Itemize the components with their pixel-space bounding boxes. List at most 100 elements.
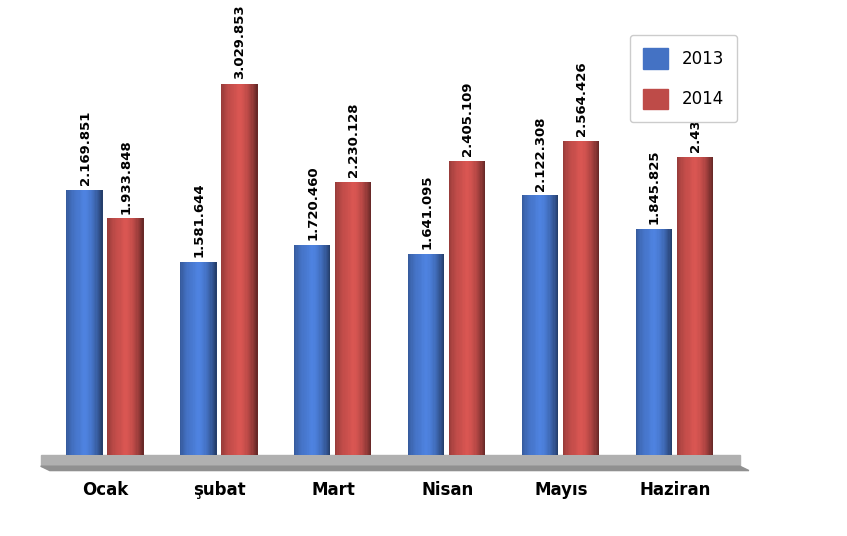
Bar: [252, 84, 254, 455]
Bar: [434, 254, 435, 455]
Bar: [483, 161, 484, 455]
Bar: [593, 142, 595, 455]
Bar: [646, 229, 648, 455]
Bar: [682, 157, 683, 455]
Bar: [120, 219, 122, 455]
Bar: [368, 182, 369, 455]
Bar: [435, 254, 437, 455]
Bar: [244, 84, 246, 455]
Bar: [450, 161, 451, 455]
Bar: [354, 182, 356, 455]
Bar: [671, 229, 672, 455]
Bar: [318, 244, 319, 455]
Bar: [129, 219, 130, 455]
Bar: [230, 84, 232, 455]
Bar: [570, 142, 571, 455]
Bar: [547, 196, 549, 455]
Text: 2.169.851: 2.169.851: [79, 110, 91, 185]
Bar: [350, 182, 351, 455]
Bar: [710, 157, 711, 455]
Bar: [248, 84, 249, 455]
Bar: [196, 262, 197, 455]
Bar: [233, 84, 235, 455]
Bar: [546, 196, 547, 455]
Bar: [415, 254, 417, 455]
Bar: [663, 229, 665, 455]
Bar: [181, 262, 182, 455]
Bar: [523, 196, 524, 455]
Bar: [652, 229, 654, 455]
Bar: [214, 262, 215, 455]
Bar: [190, 262, 191, 455]
Bar: [369, 182, 370, 455]
Bar: [79, 190, 80, 455]
Bar: [457, 161, 458, 455]
Bar: [689, 157, 690, 455]
Bar: [255, 84, 257, 455]
Bar: [432, 254, 434, 455]
Bar: [246, 84, 248, 455]
Bar: [116, 219, 117, 455]
Bar: [134, 219, 136, 455]
Bar: [421, 254, 423, 455]
Bar: [254, 84, 255, 455]
Bar: [77, 190, 79, 455]
Bar: [186, 262, 187, 455]
Bar: [109, 219, 111, 455]
Bar: [702, 157, 703, 455]
Bar: [336, 182, 337, 455]
Bar: [414, 254, 415, 455]
Bar: [351, 182, 352, 455]
Bar: [250, 84, 252, 455]
Bar: [327, 244, 328, 455]
Bar: [466, 161, 467, 455]
Text: 1.720.460: 1.720.460: [307, 165, 319, 240]
Bar: [438, 254, 440, 455]
Bar: [82, 190, 83, 455]
Bar: [575, 142, 576, 455]
Bar: [426, 254, 427, 455]
Bar: [193, 262, 195, 455]
Legend: 2013, 2014: 2013, 2014: [629, 35, 737, 122]
Bar: [569, 142, 570, 455]
Bar: [564, 142, 565, 455]
Bar: [461, 161, 462, 455]
Bar: [345, 182, 346, 455]
Bar: [588, 142, 590, 455]
Bar: [304, 244, 305, 455]
Bar: [344, 182, 345, 455]
Bar: [94, 190, 96, 455]
Bar: [410, 254, 412, 455]
Bar: [139, 219, 140, 455]
Bar: [131, 219, 133, 455]
Bar: [342, 182, 344, 455]
Bar: [365, 182, 367, 455]
Bar: [363, 182, 364, 455]
Bar: [41, 455, 739, 466]
Bar: [113, 219, 114, 455]
Bar: [208, 262, 209, 455]
Bar: [541, 196, 542, 455]
Bar: [472, 161, 473, 455]
Bar: [659, 229, 660, 455]
Bar: [297, 244, 299, 455]
Bar: [306, 244, 307, 455]
Bar: [683, 157, 684, 455]
Bar: [364, 182, 365, 455]
Bar: [484, 161, 485, 455]
Bar: [417, 254, 418, 455]
Bar: [533, 196, 534, 455]
Bar: [314, 244, 316, 455]
Bar: [412, 254, 414, 455]
Bar: [195, 262, 196, 455]
Bar: [581, 142, 582, 455]
Bar: [667, 229, 668, 455]
Bar: [590, 142, 592, 455]
Bar: [85, 190, 86, 455]
Bar: [638, 229, 639, 455]
Bar: [66, 190, 68, 455]
Bar: [598, 142, 599, 455]
Bar: [189, 262, 190, 455]
Bar: [696, 157, 697, 455]
Bar: [127, 219, 128, 455]
